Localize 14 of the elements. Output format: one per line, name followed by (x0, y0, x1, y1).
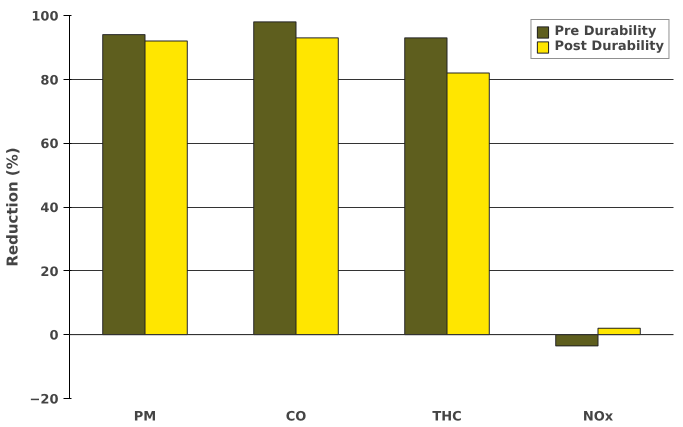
y-tick-label: −20 (30, 392, 58, 408)
y-tick-label: 0 (49, 328, 58, 344)
x-tick-label: NOx (582, 410, 614, 424)
y-axis-title: Reduction (%) (4, 147, 22, 267)
x-tick-label: THC (432, 410, 462, 424)
legend-label: Post Durability (554, 39, 664, 54)
y-tick-label: 20 (40, 264, 59, 280)
legend-label: Pre Durability (554, 24, 656, 39)
y-tick-label: 100 (31, 10, 59, 24)
y-tick-label: 60 (40, 137, 59, 152)
y-tick-label: 80 (40, 73, 59, 88)
x-tick-label: PM (134, 410, 156, 424)
x-tick-label: CO (286, 410, 306, 424)
y-tick-label: 40 (40, 201, 59, 216)
